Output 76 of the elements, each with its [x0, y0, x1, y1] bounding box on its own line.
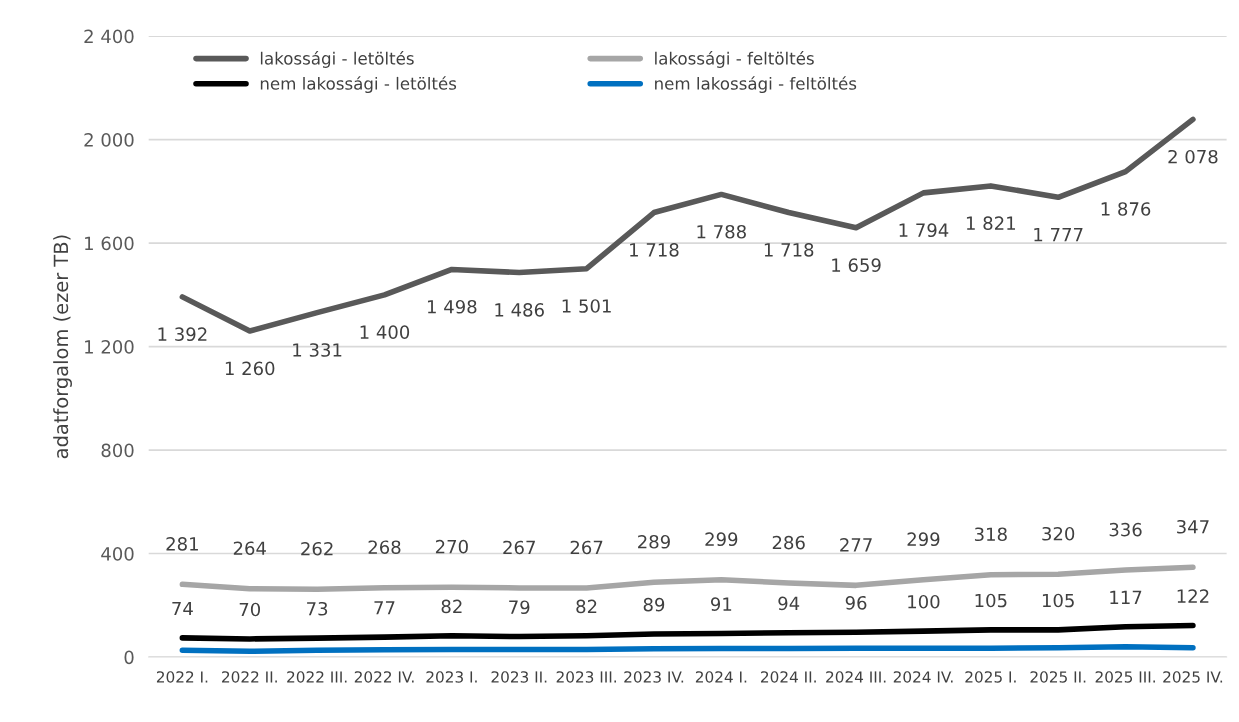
x-tick-label: 2023 I.	[426, 671, 477, 683]
data-label: 1 260	[225, 361, 275, 376]
data-label: 1 659	[832, 258, 881, 272]
x-tick-label: 2023 II.	[491, 671, 547, 683]
data-label: 1 501	[562, 299, 611, 313]
x-tick-label: 2023 IV.	[624, 671, 684, 683]
data-label: 299	[705, 532, 738, 547]
data-label: 270	[435, 539, 468, 554]
data-label: 122	[1177, 589, 1209, 603]
x-tick-label: 2024 II.	[761, 671, 816, 683]
data-label: 96	[845, 595, 867, 610]
data-label: 1 498	[427, 299, 477, 314]
data-label: 105	[975, 593, 1007, 608]
data-label: 1 718	[764, 243, 814, 257]
data-label: 117	[1110, 590, 1142, 604]
x-tick-label: 2022 II.	[222, 671, 277, 683]
y-tick-label: 0	[124, 650, 134, 665]
legend-label: nem lakossági - letöltés	[260, 76, 457, 94]
x-tick-label: 2024 IV.	[893, 671, 953, 683]
x-tick-label: 2024 I.	[695, 671, 747, 683]
data-label: 74	[172, 601, 193, 616]
x-tick-label: 2025 III.	[1095, 671, 1155, 683]
data-label: 82	[441, 599, 462, 614]
x-tick-label: 2025 I.	[965, 671, 1016, 683]
data-label: 264	[233, 541, 266, 556]
data-label: 94	[778, 596, 800, 611]
x-tick-label: 2023 III.	[556, 671, 616, 683]
data-label: 267	[503, 540, 535, 555]
legend-label: lakossági - letöltés	[260, 51, 414, 68]
data-label: 1 400	[360, 325, 410, 339]
y-tick-label: 400	[101, 546, 134, 561]
data-label: 1 718	[630, 243, 679, 257]
data-label: 1 794	[899, 223, 949, 238]
data-label: 336	[1109, 522, 1142, 537]
data-label: 286	[772, 535, 805, 550]
y-tick-label: 800	[101, 443, 134, 458]
data-label: 1 821	[966, 216, 1015, 231]
legend-label: lakossági - feltöltés	[655, 51, 814, 68]
data-label: 70	[239, 602, 261, 617]
data-label: 77	[374, 601, 395, 615]
data-label: 1 788	[697, 224, 746, 239]
data-label: 1 392	[158, 327, 207, 342]
data-label: 299	[907, 532, 940, 547]
data-label: 268	[368, 540, 401, 555]
data-label: 320	[1042, 526, 1075, 541]
x-tick-label: 2025 II.	[1030, 671, 1086, 683]
data-label: 89	[643, 597, 665, 612]
y-axis-title: adatforgalom (ezer TB)	[53, 235, 72, 459]
data-label: 1 486	[495, 303, 544, 317]
x-tick-label: 2025 IV.	[1163, 671, 1223, 683]
x-tick-label: 2022 IV.	[354, 671, 414, 683]
data-label: 281	[166, 537, 198, 551]
data-label: 1 777	[1034, 227, 1083, 242]
data-label: 79	[509, 600, 530, 615]
data-label: 82	[576, 599, 597, 614]
data-label: 262	[301, 541, 333, 556]
data-label: 347	[1177, 519, 1209, 534]
y-tick-label: 1 600	[85, 236, 134, 251]
y-tick-label: 2 400	[84, 29, 134, 44]
x-tick-label: 2022 I.	[156, 671, 208, 683]
data-label: 1 876	[1101, 202, 1151, 216]
data-label: 73	[307, 601, 328, 616]
legend-label: nem lakossági - feltöltés	[655, 76, 857, 94]
data-label: 91	[710, 597, 732, 611]
data-label: 100	[908, 594, 940, 609]
data-label: 277	[840, 538, 872, 552]
data-label: 105	[1042, 593, 1074, 608]
x-tick-label: 2024 III.	[826, 671, 886, 683]
x-tick-label: 2022 III.	[287, 671, 347, 683]
y-tick-label: 2 000	[84, 133, 134, 147]
data-label: 318	[974, 527, 1007, 542]
data-label: 2 078	[1168, 149, 1218, 164]
data-label: 267	[570, 540, 603, 555]
y-tick-label: 1 200	[85, 340, 134, 354]
data-label: 1 331	[293, 343, 342, 357]
data-label: 289	[638, 534, 670, 549]
